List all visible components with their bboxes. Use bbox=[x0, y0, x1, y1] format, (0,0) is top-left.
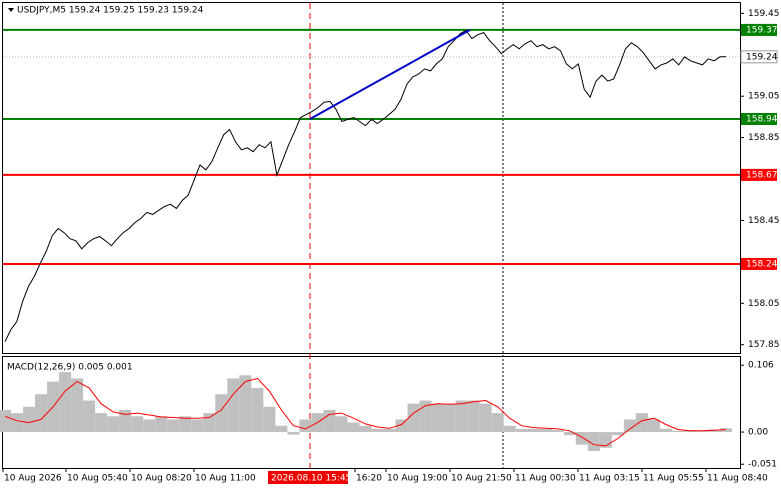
macd-bar bbox=[335, 416, 348, 433]
signal-line bbox=[4, 377, 727, 447]
current-price-tag bbox=[740, 50, 778, 64]
macd-bar bbox=[695, 430, 708, 433]
macd-bar bbox=[395, 419, 408, 433]
macd-bar bbox=[347, 422, 360, 433]
level-label: 158.94 bbox=[746, 114, 778, 124]
macd-bar bbox=[671, 430, 684, 433]
macd-title: MACD(12,26,9) 0.005 0.001 bbox=[7, 363, 133, 373]
macd-bar bbox=[647, 419, 660, 433]
macd-bar bbox=[623, 419, 636, 433]
macd-bar bbox=[95, 413, 108, 433]
macd-bar bbox=[611, 432, 624, 436]
macd-bar bbox=[635, 413, 648, 433]
level-tag bbox=[741, 112, 777, 125]
x-tick-label: 11 Aug 08:40 bbox=[707, 474, 768, 484]
macd-bar bbox=[707, 429, 720, 433]
macd-bar bbox=[503, 425, 516, 433]
macd-bar bbox=[419, 400, 432, 433]
macd-bar bbox=[323, 409, 336, 433]
level-label: 159.37 bbox=[746, 25, 778, 35]
x-tick-label: 11 Aug 03:15 bbox=[579, 474, 640, 484]
macd-bar bbox=[227, 378, 240, 433]
macd-bar bbox=[11, 413, 24, 433]
macd-bar bbox=[719, 428, 733, 433]
macd-bar bbox=[515, 428, 528, 433]
macd-bar bbox=[527, 428, 540, 433]
macd-bar bbox=[263, 406, 276, 433]
price-panel-frame bbox=[2, 2, 741, 354]
y-tick-label: 0.106 bbox=[748, 361, 774, 371]
macd-bar bbox=[371, 428, 384, 433]
macd-bar bbox=[203, 413, 216, 433]
macd-bar bbox=[143, 419, 156, 433]
x-tick-label: 10 Aug 08:20 bbox=[131, 474, 192, 484]
menu-arrow bbox=[8, 8, 14, 12]
macd-bar bbox=[443, 403, 456, 433]
y-tick-label: -0.051 bbox=[748, 460, 777, 470]
cursor-tag bbox=[268, 471, 348, 484]
x-tick-label: 10 Aug 21:50 bbox=[451, 474, 512, 484]
macd-bar bbox=[467, 400, 480, 433]
macd-bar bbox=[35, 394, 48, 433]
macd-bar bbox=[431, 403, 444, 433]
macd-bar bbox=[0, 409, 12, 433]
macd-bar bbox=[71, 378, 84, 433]
x-tick-label: 10 Aug 19:00 bbox=[387, 474, 448, 484]
macd-bar bbox=[167, 419, 180, 433]
macd-bar bbox=[215, 394, 228, 433]
macd-bar bbox=[539, 428, 552, 433]
x-tick-label: 11 Aug 05:55 bbox=[643, 474, 704, 484]
macd-bar bbox=[479, 403, 492, 433]
macd-bar bbox=[299, 419, 312, 433]
macd-bar bbox=[119, 409, 132, 433]
macd-bar bbox=[59, 372, 72, 433]
level-tag bbox=[741, 257, 777, 270]
chart-title: USDJPY,M5 159.24 159.25 159.23 159.24 bbox=[17, 6, 204, 16]
macd-bar bbox=[659, 428, 672, 433]
macd-bar bbox=[287, 432, 300, 435]
y-tick-label: 157.85 bbox=[748, 340, 780, 350]
x-tick-label: 16:20 bbox=[356, 474, 382, 484]
macd-bar bbox=[179, 416, 192, 433]
macd-bar bbox=[551, 430, 564, 433]
y-tick-label: 158.05 bbox=[748, 299, 780, 309]
price-line bbox=[4, 29, 726, 342]
x-tick-label: 10 Aug 05:40 bbox=[67, 474, 128, 484]
level-label: 158.67 bbox=[746, 170, 778, 180]
macd-bar bbox=[83, 400, 96, 433]
macd-bar bbox=[239, 375, 252, 433]
macd-bar bbox=[455, 400, 468, 433]
current-price-label: 159.24 bbox=[746, 52, 778, 62]
macd-bar bbox=[587, 432, 600, 451]
macd-bar bbox=[575, 432, 588, 445]
level-tag bbox=[741, 168, 777, 181]
x-tick-label: 11 Aug 00:30 bbox=[515, 474, 576, 484]
y-tick-label: 159.45 bbox=[748, 9, 780, 19]
x-tick-label: 10 Aug 11:00 bbox=[195, 474, 256, 484]
x-tick-label: 10 Aug 2026 bbox=[4, 474, 62, 484]
macd-bar bbox=[383, 428, 396, 433]
macd-bar bbox=[131, 416, 144, 433]
y-tick-label: 158.85 bbox=[748, 133, 780, 143]
y-tick-label: 158.45 bbox=[748, 216, 780, 226]
macd-bar bbox=[491, 413, 504, 433]
macd-bar bbox=[191, 419, 204, 433]
macd-bar bbox=[107, 416, 120, 433]
level-label: 158.24 bbox=[746, 259, 778, 269]
y-tick-label: 0.00 bbox=[748, 428, 768, 438]
macd-bar bbox=[251, 387, 264, 433]
macd-bar bbox=[155, 416, 168, 433]
macd-bar bbox=[359, 425, 372, 433]
macd-bar bbox=[23, 406, 36, 433]
macd-bar bbox=[407, 403, 420, 433]
macd-bar bbox=[563, 432, 576, 436]
level-tag bbox=[741, 23, 777, 36]
cursor-label: 2026.08.10 15:45 bbox=[271, 474, 351, 484]
trendline bbox=[309, 29, 471, 120]
y-tick-label: 159.05 bbox=[748, 92, 780, 102]
macd-bar bbox=[275, 425, 288, 433]
